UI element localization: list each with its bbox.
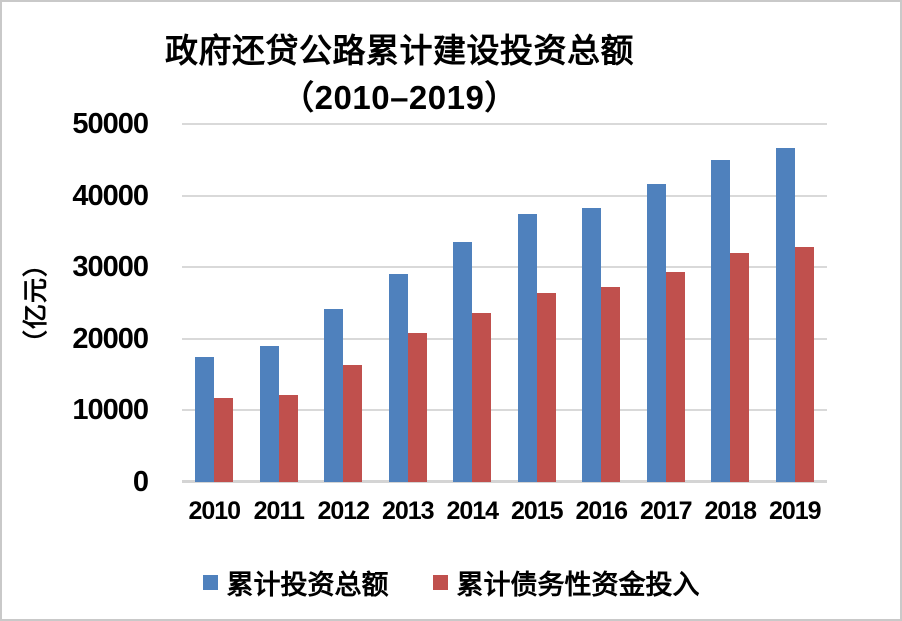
bar-series1-2010 [195,357,215,482]
legend-item-series1: 累计投资总额 [202,563,389,602]
legend: 累计投资总额 累计债务性资金投入 [2,563,900,602]
x-tick-label-2012: 2012 [317,497,370,525]
gridline-50000 [182,123,827,125]
gridline-10000 [182,409,827,412]
y-tick-label-50000: 50000 [72,108,149,140]
legend-label: 累计投资总额 [226,570,389,600]
bar-series1-2018 [711,159,731,482]
bar-series1-2017 [646,184,666,482]
gridline-30000 [182,266,827,269]
bar-group-2013 [376,124,441,482]
x-axis-line [182,480,827,483]
bar-group-2019 [763,124,828,482]
bar-series1-2015 [517,214,537,482]
bar-series1-2011 [259,345,279,482]
bar-series2-2018 [730,252,750,482]
bar-groups [182,124,827,482]
bar-series1-2016 [582,207,602,482]
y-tick-label-10000: 10000 [72,394,149,427]
chart-title-line2: （2010–2019） [281,78,518,116]
bar-series2-2017 [665,271,685,482]
bar-group-2011 [247,124,312,482]
gridline-40000 [182,194,827,197]
bar-series1-2019 [775,148,795,482]
bar-group-2014 [440,124,505,482]
y-tick-label-40000: 40000 [72,179,149,212]
legend-swatch-icon [432,575,448,590]
bar-series1-2014 [453,242,473,482]
bar-series2-2012 [343,365,363,482]
chart-title: 政府还贷公路累计建设投资总额 （2010–2019） [2,28,797,122]
plot-area [182,123,827,483]
y-tick-label-0: 0 [132,466,149,498]
bar-group-2017 [634,124,699,482]
x-tick-label-2017: 2017 [639,497,693,525]
bar-group-2016 [569,124,634,482]
bar-series2-2014 [472,313,492,482]
x-tick-label-2013: 2013 [381,497,435,525]
bar-series1-2013 [388,274,408,482]
bar-series1-2012 [324,309,344,482]
x-tick-label-2016: 2016 [575,497,628,525]
x-tick-label-2018: 2018 [704,497,757,525]
x-axis-labels: 2010 2011 2012 2013 2014 2015 2016 2017 2018 2019 [182,497,827,526]
y-axis-labels: 0 10000 20000 30000 40000 50000 [2,108,149,498]
x-tick-label-2015: 2015 [510,497,564,525]
x-tick-label-2014: 2014 [446,497,499,525]
legend-label: 累计债务性资金投入 [456,570,700,600]
bar-series2-2010 [214,397,234,482]
bar-group-2010 [182,124,247,482]
y-tick-label-30000: 30000 [72,251,149,284]
x-tick-label-2011: 2011 [253,497,305,525]
bar-group-2018 [698,124,763,482]
legend-swatch-icon [202,575,218,590]
bar-series2-2015 [536,292,556,482]
bar-series2-2013 [407,333,427,482]
bar-group-2012 [311,124,376,482]
bar-group-2015 [505,124,570,482]
gridline-20000 [182,337,827,340]
y-tick-label-20000: 20000 [72,322,149,355]
legend-item-series2: 累计债务性资金投入 [432,563,700,602]
chart-title-line1: 政府还贷公路累计建设投资总额 [165,32,634,69]
bar-series2-2016 [601,287,621,482]
bar-series2-2011 [278,395,298,482]
x-tick-label-2019: 2019 [768,497,822,525]
x-tick-label-2010: 2010 [188,497,241,525]
bar-series2-2019 [794,247,814,482]
